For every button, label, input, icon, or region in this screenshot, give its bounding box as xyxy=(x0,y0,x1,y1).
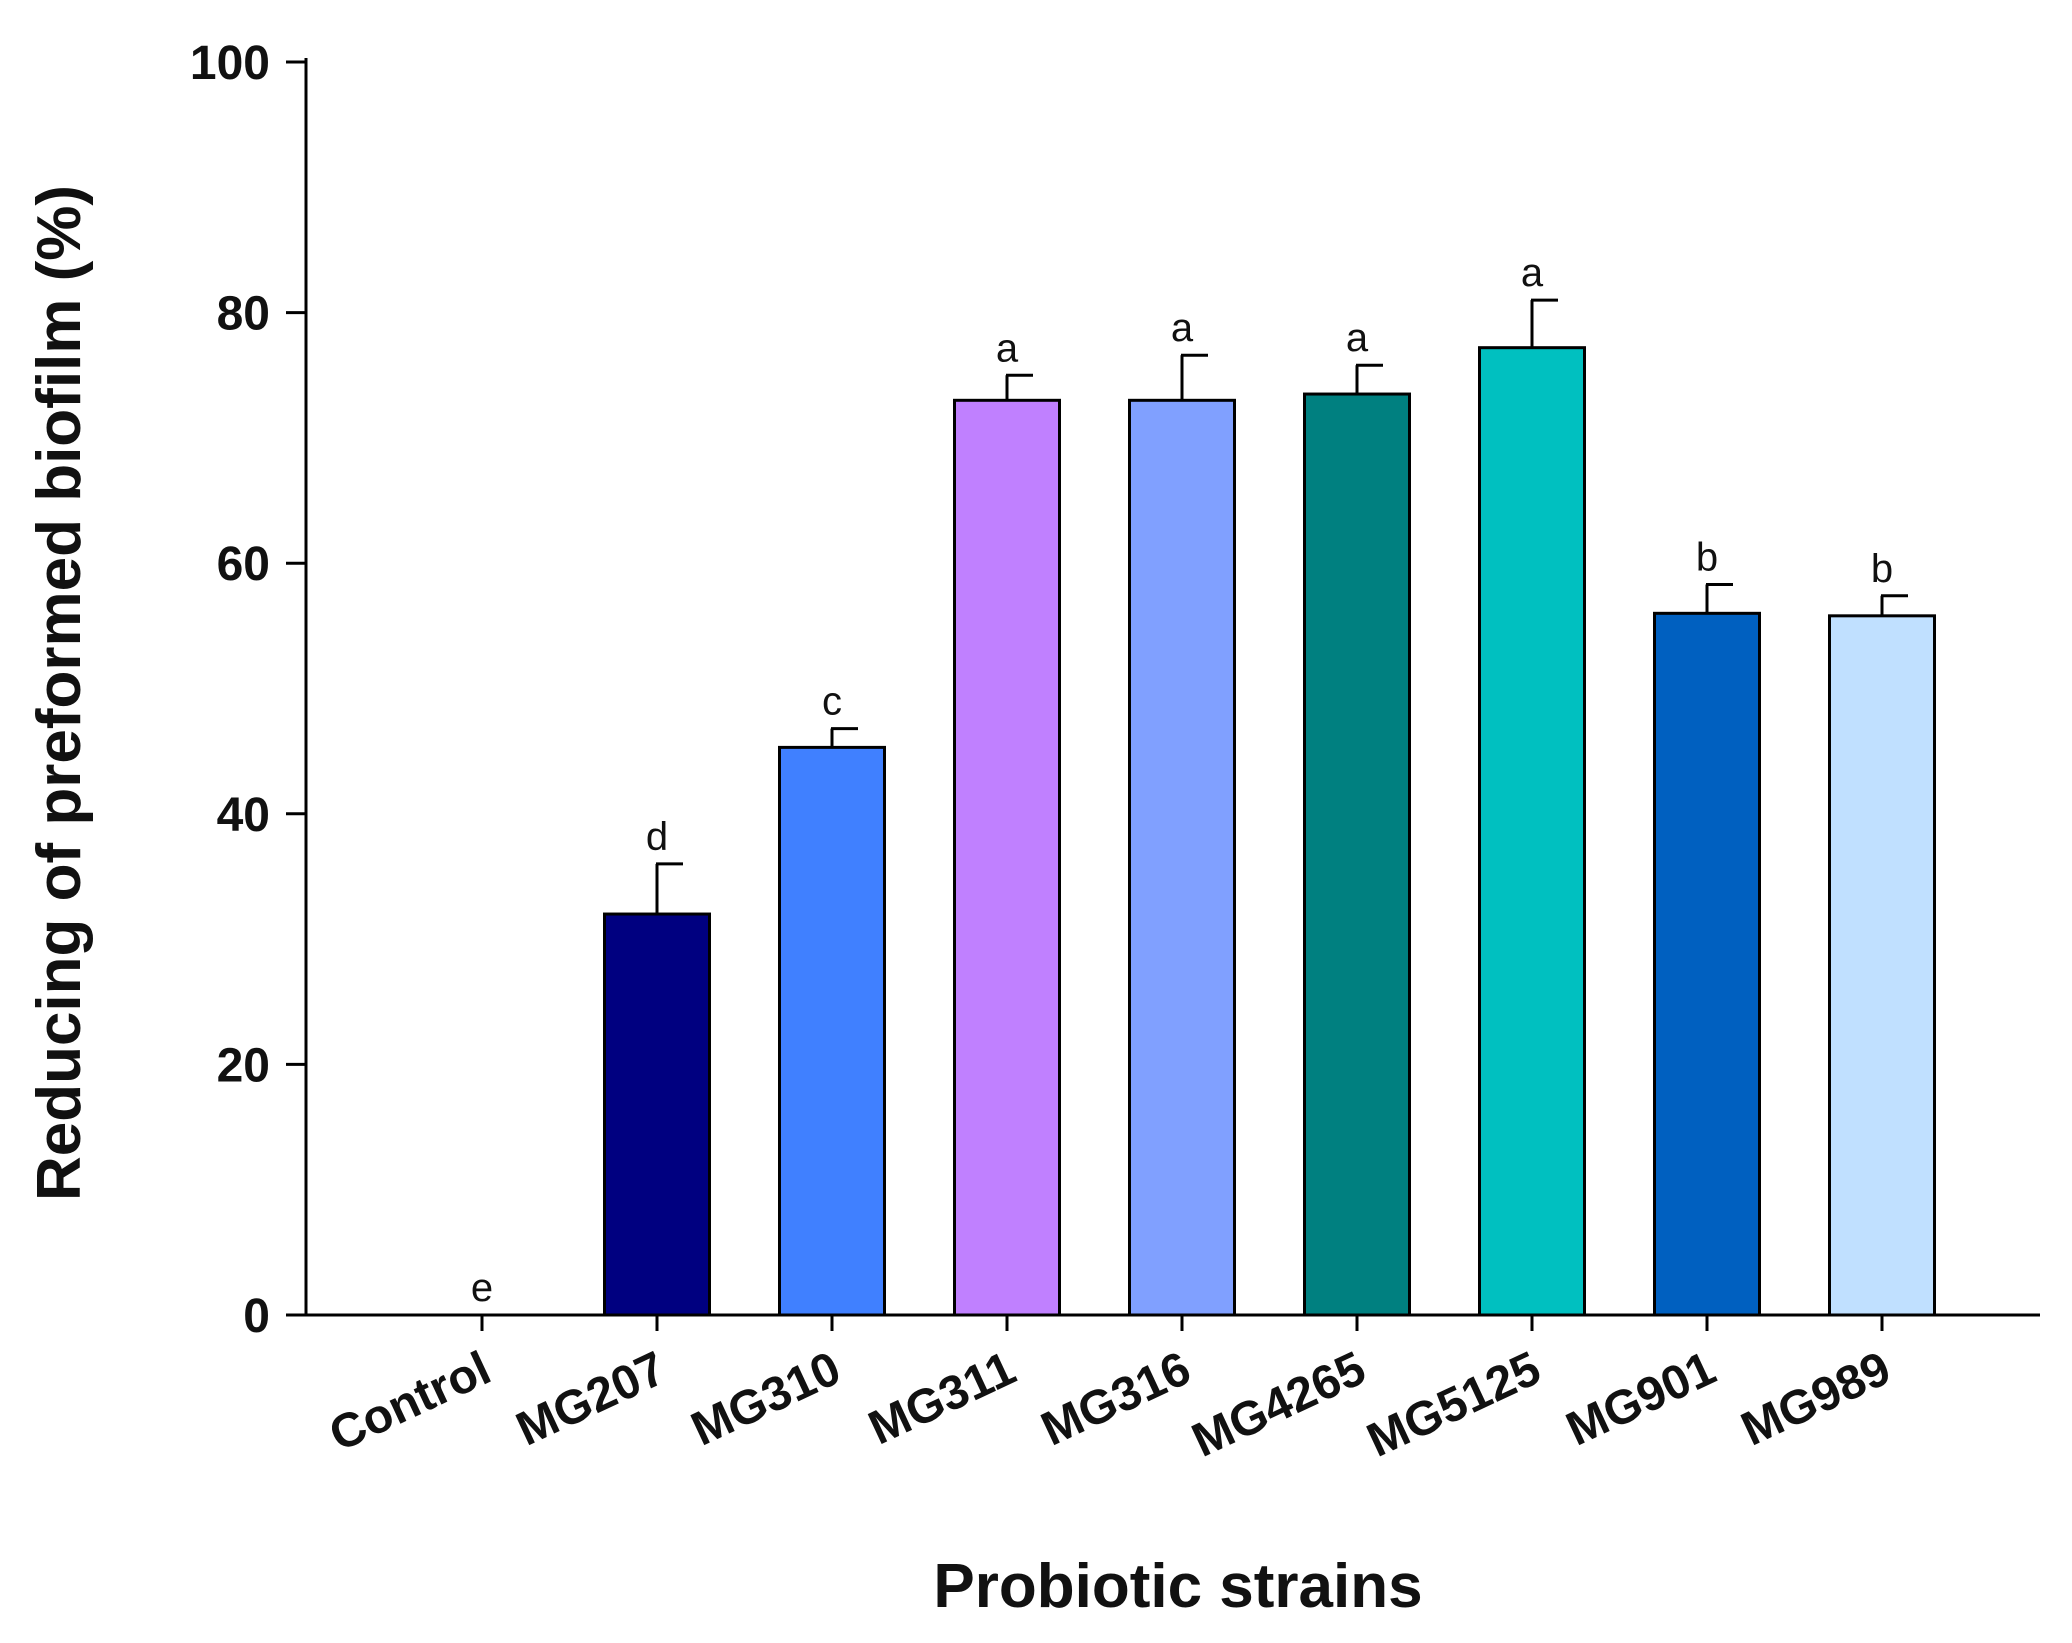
y-tick-label-80: 80 xyxy=(217,288,270,341)
y-tick-label-100: 100 xyxy=(190,37,270,90)
significance-letter-mg901: b xyxy=(1696,536,1718,580)
bar-mg5125 xyxy=(1480,348,1585,1315)
x-tick-label-mg901: MG901 xyxy=(1559,1342,1724,1457)
x-tick-label-mg989: MG989 xyxy=(1734,1342,1899,1457)
x-tick-label-mg311: MG311 xyxy=(861,1342,1024,1455)
significance-letter-mg311: a xyxy=(996,326,1019,370)
significance-letter-mg316: a xyxy=(1171,306,1194,350)
x-tick-label-mg310: MG310 xyxy=(684,1342,849,1457)
significance-letter-mg310: c xyxy=(822,680,842,724)
bar-mg4265 xyxy=(1305,394,1410,1315)
bar-mg311 xyxy=(955,400,1060,1315)
bar-mg989 xyxy=(1830,616,1935,1315)
bar-mg316 xyxy=(1130,400,1235,1315)
bars-layer xyxy=(605,300,1935,1315)
significance-letter-mg5125: a xyxy=(1521,251,1544,295)
y-tick-label-40: 40 xyxy=(217,789,270,842)
bar-mg901 xyxy=(1655,613,1760,1315)
x-tick-label-control: Control xyxy=(322,1342,499,1462)
x-tick-label-mg316: MG316 xyxy=(1034,1342,1199,1457)
x-tick-label-mg5125: MG5125 xyxy=(1359,1342,1548,1468)
bar-mg207 xyxy=(605,914,710,1315)
bar-chart: edca a aab b020406080100Control MG207 MG310 MG… xyxy=(0,0,2072,1643)
y-tick-label-60: 60 xyxy=(217,538,270,591)
y-tick-label-20: 20 xyxy=(217,1039,270,1092)
x-axis-title: Probiotic strains xyxy=(933,1552,1422,1621)
significance-letter-mg207: d xyxy=(646,815,668,859)
significance-letter-mg989: b xyxy=(1871,547,1893,591)
x-tick-label-mg207: MG207 xyxy=(509,1342,674,1457)
y-tick-label-0: 0 xyxy=(243,1290,270,1343)
significance-letter-mg4265: a xyxy=(1346,316,1369,360)
bar-mg310 xyxy=(780,747,885,1315)
significance-letter-control: e xyxy=(471,1266,493,1310)
y-axis-title: Reducing of preformed biofilm (%) xyxy=(25,185,94,1201)
x-tick-label-mg4265: MG4265 xyxy=(1184,1342,1373,1468)
